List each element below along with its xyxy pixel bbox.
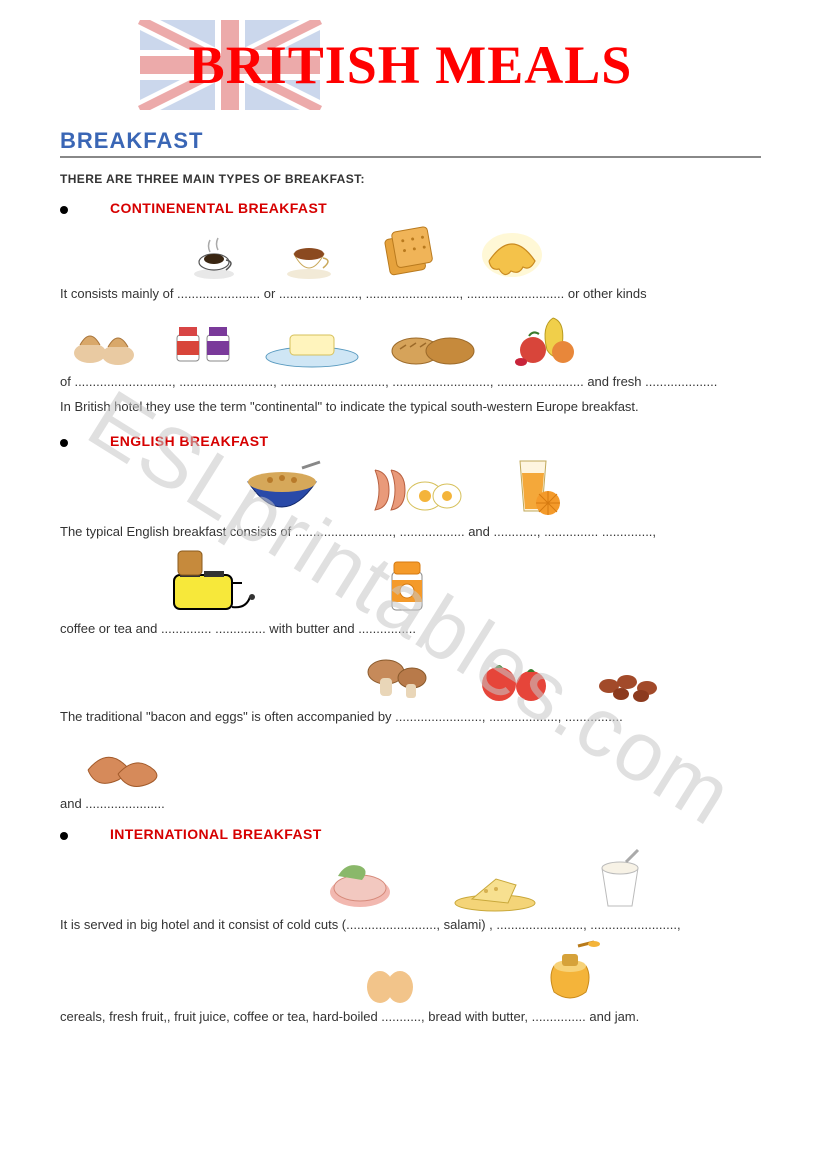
cheese-plate-icon bbox=[450, 863, 540, 913]
sausages-icon bbox=[80, 742, 165, 792]
english-row-4 bbox=[60, 732, 761, 792]
yogurt-icon bbox=[590, 848, 650, 913]
cereal-bowl-icon bbox=[240, 460, 325, 520]
english-line-1: The typical English breakfast consists o… bbox=[60, 522, 761, 542]
bullet-icon bbox=[60, 439, 68, 447]
international-row-2 bbox=[60, 940, 761, 1005]
continental-title: CONTINENENTAL BREAKFAST bbox=[110, 200, 327, 216]
english-line-2: coffee or tea and .............. .......… bbox=[60, 619, 761, 639]
crackers-icon bbox=[373, 224, 443, 282]
butter-dish-icon bbox=[262, 315, 362, 370]
croissant-icon bbox=[477, 227, 547, 282]
bread-icon bbox=[388, 315, 483, 370]
international-line-2: cereals, fresh fruit,, fruit juice, coff… bbox=[60, 1007, 761, 1027]
international-line-1: It is served in big hotel and it consist… bbox=[60, 915, 761, 935]
header-banner: BRITISH MEALS bbox=[60, 20, 761, 110]
fruit-icon bbox=[509, 310, 589, 370]
english-row-3 bbox=[60, 645, 761, 705]
continental-bullet: CONTINENENTAL BREAKFAST bbox=[60, 200, 761, 216]
honey-jar-icon bbox=[540, 940, 605, 1005]
jams-icon bbox=[171, 315, 236, 370]
heading-underline bbox=[60, 156, 761, 158]
section-heading: BREAKFAST bbox=[60, 128, 761, 154]
continental-row-2 bbox=[60, 310, 761, 370]
english-row-1 bbox=[60, 455, 761, 520]
continental-line-3: In British hotel they use the term "cont… bbox=[60, 397, 761, 417]
continental-row-1 bbox=[60, 222, 761, 282]
continental-line-1: It consists mainly of ..................… bbox=[60, 284, 761, 304]
international-row-1 bbox=[60, 848, 761, 913]
english-line-3: The traditional "bacon and eggs" is ofte… bbox=[60, 707, 761, 727]
orange-juice-icon bbox=[508, 455, 563, 520]
bullet-icon bbox=[60, 206, 68, 214]
teacup-icon bbox=[279, 232, 339, 282]
coffee-cup-icon bbox=[190, 232, 245, 282]
bullet-icon bbox=[60, 832, 68, 840]
page-title: BRITISH MEALS bbox=[189, 34, 633, 96]
english-line-4: and ...................... bbox=[60, 794, 761, 814]
english-title: ENGLISH BREAKFAST bbox=[110, 433, 268, 449]
ham-icon bbox=[320, 858, 400, 913]
pastries-icon bbox=[70, 315, 145, 370]
baked-beans-icon bbox=[595, 660, 670, 705]
english-bullet: ENGLISH BREAKFAST bbox=[60, 433, 761, 449]
toaster-icon bbox=[160, 547, 260, 617]
bacon-eggs-icon bbox=[369, 460, 464, 520]
intro-line: THERE ARE THREE MAIN TYPES OF BREAKFAST: bbox=[60, 172, 761, 186]
eggs-icon bbox=[360, 963, 420, 1005]
international-title: INTERNATIONAL BREAKFAST bbox=[110, 826, 322, 842]
marmalade-icon bbox=[380, 552, 435, 617]
english-row-2 bbox=[60, 547, 761, 617]
tomatoes-icon bbox=[475, 650, 555, 705]
international-bullet: INTERNATIONAL BREAKFAST bbox=[60, 826, 761, 842]
continental-line-2: of ..........................., ........… bbox=[60, 372, 761, 392]
mushrooms-icon bbox=[360, 650, 435, 705]
